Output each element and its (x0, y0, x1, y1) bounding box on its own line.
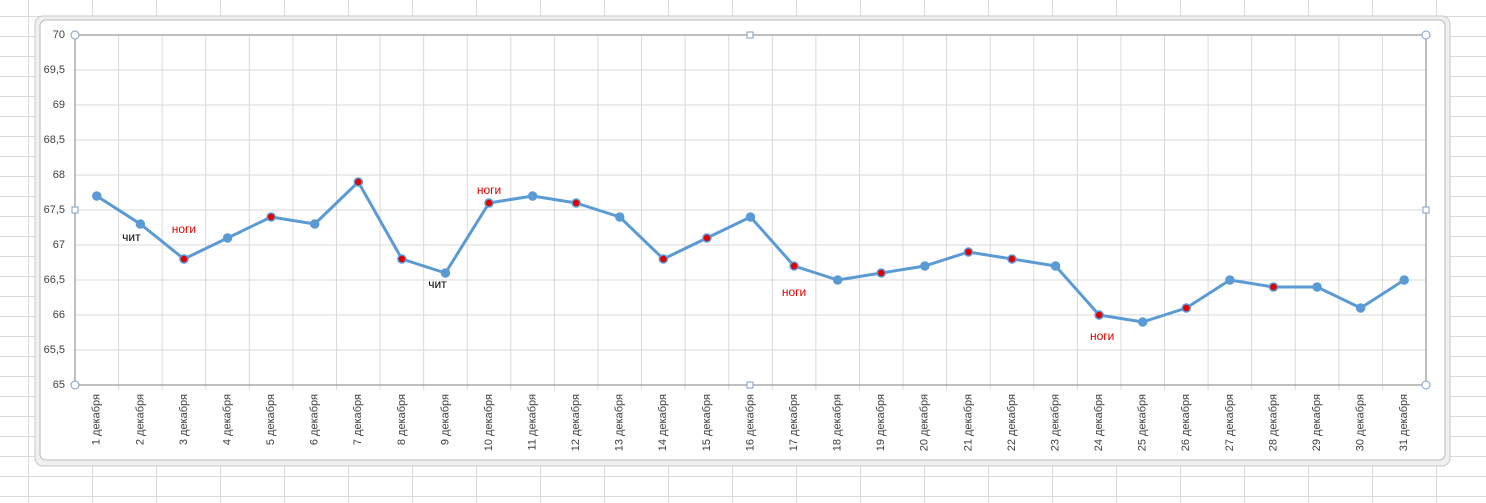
x-tick-label: 2 декабря (134, 394, 146, 445)
marker (1007, 254, 1017, 264)
marker (1225, 275, 1235, 285)
marker (1181, 303, 1192, 313)
x-tick-label: 6 декабря (309, 394, 321, 445)
marker (135, 219, 146, 229)
marker (1399, 275, 1409, 285)
y-tick-label: 70 (53, 29, 65, 41)
x-tick-label: 8 декабря (396, 394, 408, 445)
x-tick-label: 17 декабря (788, 394, 800, 451)
handle[interactable] (1421, 30, 1431, 40)
y-tick-label: 65,5 (44, 344, 65, 356)
x-tick-label: 20 декабря (919, 394, 931, 451)
x-tick-label: 31 декабря (1398, 394, 1410, 451)
marker (963, 247, 974, 257)
marker (440, 268, 451, 278)
marker (1050, 261, 1061, 271)
marker (527, 191, 538, 201)
x-tick-label: 25 декабря (1137, 394, 1149, 451)
handle[interactable] (71, 206, 79, 214)
x-tick-label: 1 декабря (91, 394, 103, 445)
marker (1137, 317, 1148, 327)
marker (309, 219, 320, 229)
x-tick-label: 13 декабря (614, 394, 626, 451)
x-tick-label: 10 декабря (483, 394, 495, 451)
y-tick-label: 68 (53, 169, 65, 181)
marker (222, 233, 233, 243)
annotation: чит (428, 277, 447, 291)
x-tick-label: 21 декабря (962, 394, 974, 451)
marker (484, 198, 494, 208)
x-tick-label: 4 декабря (221, 394, 233, 445)
y-tick-label: 67,5 (44, 204, 65, 216)
handle[interactable] (70, 380, 80, 390)
x-tick-label: 7 декабря (352, 394, 364, 445)
marker (615, 212, 625, 222)
x-tick-label: 30 декабря (1355, 394, 1367, 451)
marker (832, 275, 843, 285)
marker (571, 198, 581, 208)
marker (745, 212, 756, 222)
grid (75, 34, 1426, 390)
x-tick-label: 22 декабря (1006, 394, 1018, 451)
y-tick-label: 66 (53, 309, 65, 321)
marker (1094, 310, 1104, 320)
handle[interactable] (1421, 380, 1431, 390)
x-tick-label: 23 декабря (1049, 394, 1061, 451)
marker (1268, 282, 1279, 292)
x-tick-label: 27 декабря (1224, 394, 1236, 451)
x-tick-label: 19 декабря (875, 394, 887, 451)
marker (702, 233, 712, 243)
marker (920, 261, 930, 271)
x-tick-label: 3 декабря (178, 394, 190, 445)
annotation: ноги (172, 222, 196, 236)
marker (658, 254, 669, 264)
y-tick-label: 69,5 (44, 64, 65, 76)
x-tick-label: 12 декабря (570, 394, 582, 451)
x-tick-label: 18 декабря (832, 394, 844, 451)
x-tick-label: 26 декабря (1180, 394, 1192, 451)
annotation: ноги (477, 183, 501, 197)
marker (1355, 303, 1366, 313)
x-tick-label: 28 декабря (1267, 394, 1279, 451)
x-tick-label: 24 декабря (1093, 394, 1105, 451)
marker (266, 212, 276, 222)
marker (397, 254, 407, 264)
annotation: чит (122, 230, 141, 244)
x-tick-label: 16 декабря (744, 394, 756, 451)
handle[interactable] (746, 381, 754, 389)
y-tick-label: 67 (53, 239, 65, 251)
x-tick-label: 14 декабря (657, 394, 669, 451)
handle[interactable] (746, 31, 754, 39)
plot: чит ноги чит ноги ноги ноги (92, 177, 1409, 343)
annotation: ноги (1090, 329, 1114, 343)
x-tick-label: 15 декабря (701, 394, 713, 451)
marker (876, 268, 886, 278)
marker (353, 177, 364, 187)
marker (789, 261, 799, 271)
handle[interactable] (70, 30, 80, 40)
x-tick-label: 5 декабря (265, 394, 277, 445)
y-tick-label: 66,5 (44, 274, 65, 286)
y-tick-label: 65 (53, 379, 65, 391)
handle[interactable] (1422, 206, 1430, 214)
marker (1312, 282, 1322, 292)
selection-handles (70, 30, 1431, 390)
x-tick-label: 9 декабря (439, 394, 451, 445)
marker (179, 254, 189, 264)
y-tick-label: 68,5 (44, 134, 65, 146)
marker (92, 191, 102, 201)
annotation: ноги (782, 285, 806, 299)
x-tick-label: 11 декабря (527, 394, 539, 450)
x-tick-label: 29 декабря (1311, 394, 1323, 451)
y-tick-label: 69 (53, 99, 65, 111)
